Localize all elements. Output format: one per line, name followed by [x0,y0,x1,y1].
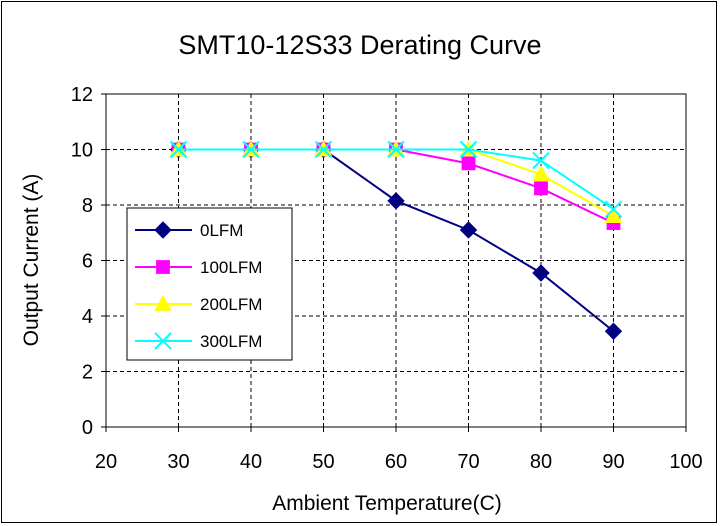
x-tick-label: 90 [602,451,624,473]
y-tick-label: 8 [82,195,93,217]
x-stroke [459,140,478,159]
data-point [154,294,172,311]
data-point [169,140,188,159]
x-stroke [604,200,623,218]
legend-item: 0LFM [135,221,243,240]
y-tick-label: 10 [71,140,93,162]
x-tick-label: 40 [240,451,262,473]
x-tick-label: 80 [530,451,552,473]
x-tick-label: 30 [167,451,189,473]
data-point [154,332,172,350]
data-point [461,156,476,171]
data-point [604,322,623,340]
legend-label: 0LFM [200,221,243,240]
data-point [532,165,550,182]
data-point [532,264,550,282]
axis-ticks: 20 30 40 50 60 70 80 90 100 0 2 4 6 8 10 12 [71,84,703,473]
data-point [459,221,478,239]
data-point [154,221,172,239]
x-stroke [154,332,172,350]
data-point [534,181,548,196]
data-point [604,207,623,223]
y-tick-label: 0 [82,417,93,439]
legend-item: 200LFM [135,294,262,314]
series-layer [169,140,623,340]
data-point [459,140,478,159]
legend-item: 300LFM [135,332,262,351]
data-point [314,140,333,159]
x-tick-label: 60 [385,451,407,473]
legend-item: 100LFM [135,258,262,277]
x-tick-label: 50 [312,451,334,473]
y-axis-label: Output Current (A) [20,174,43,347]
data-point [387,140,405,159]
x-stroke [242,140,260,159]
legend-label: 200LFM [200,295,262,314]
x-axis-label: Ambient Temperature(C) [272,492,502,515]
chart-title: SMT10-12S33 Derating Curve [178,30,541,60]
x-stroke [532,151,550,170]
y-tick-label: 4 [82,306,93,328]
legend-label: 300LFM [200,332,262,351]
data-point [604,200,623,218]
x-stroke [169,140,188,159]
data-point [156,260,170,274]
data-point [387,192,405,210]
x-tick-label: 70 [457,451,479,473]
x-stroke [387,140,405,159]
legend-box [126,207,293,361]
x-tick-label: 100 [669,451,702,473]
data-point [532,151,550,170]
y-tick-label: 6 [82,251,93,273]
y-tick-label: 12 [71,84,93,106]
legend: 0LFM 100LFM 200LFM 300LFM [126,207,293,361]
x-tick-label: 20 [95,451,117,473]
legend-label: 100LFM [200,258,262,277]
series-300lfm [169,140,623,218]
y-tick-label: 2 [82,362,93,384]
data-point [242,140,260,159]
x-stroke [314,140,333,159]
